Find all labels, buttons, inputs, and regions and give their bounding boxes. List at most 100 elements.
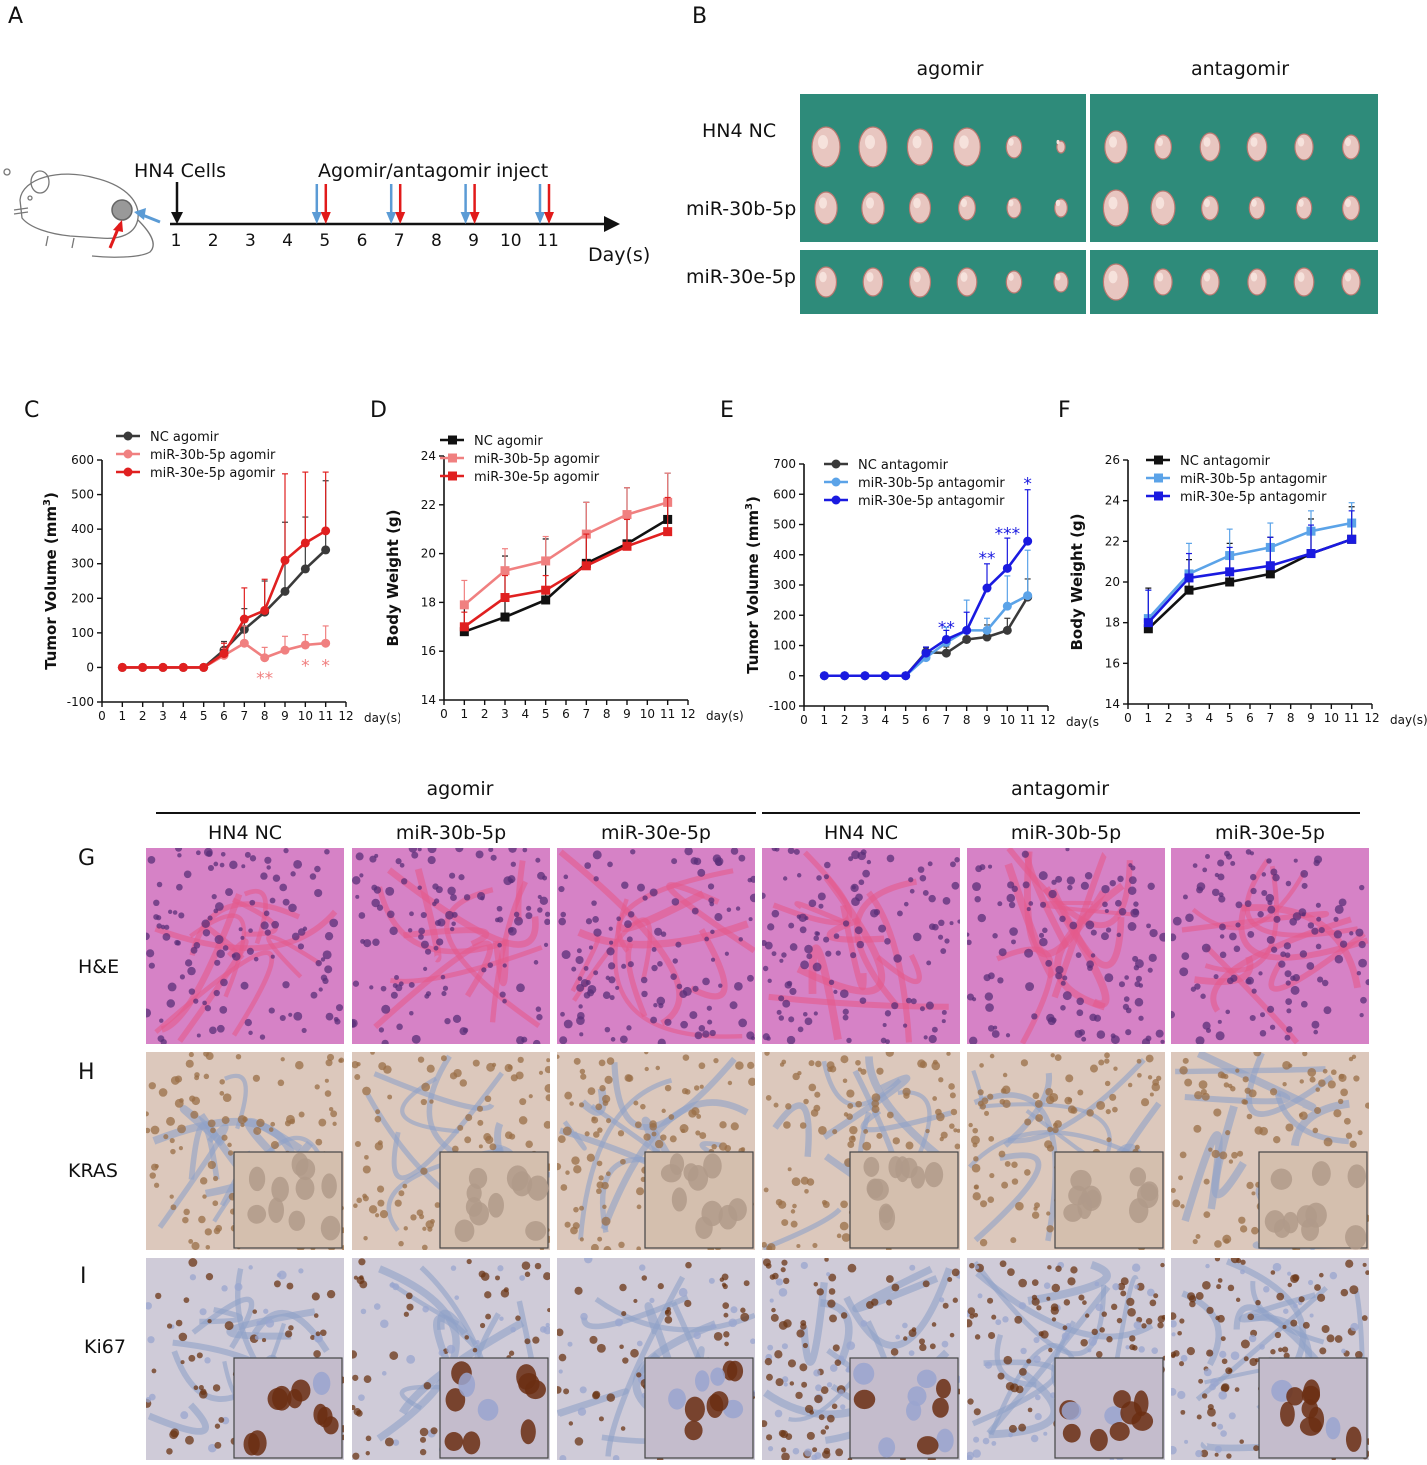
y-tick-label: 600 [773, 487, 796, 501]
tumor-specimen [908, 266, 932, 298]
legend-label: NC antagomir [858, 458, 949, 473]
tumor-specimen [814, 191, 838, 225]
data-point [1306, 549, 1316, 559]
legend-marker [123, 449, 133, 459]
x-tick-label: 9 [1307, 711, 1315, 725]
panel-label-e: E [720, 398, 734, 423]
significance-label: ** [979, 549, 996, 569]
x-tick-label: 1 [119, 709, 127, 723]
tumor-specimen [1102, 263, 1130, 301]
y-tick-label: 20 [421, 547, 436, 561]
x-tick-label: 11 [318, 709, 333, 723]
panel-label-f: F [1058, 398, 1071, 423]
legend-marker [448, 435, 457, 445]
tumor-specimen [958, 195, 977, 221]
legend-label: miR-30b-5p agomir [474, 452, 600, 467]
tumor-specimen [1150, 190, 1176, 226]
data-point [321, 526, 331, 536]
he-stain-image [762, 848, 960, 1044]
column-label: HN4 NC [207, 822, 283, 844]
legend-label: miR-30e-5p agomir [474, 470, 600, 485]
x-tick-label: 6 [922, 713, 930, 727]
x-tick-label: 2 [841, 713, 849, 727]
group-line-agomir [156, 812, 756, 814]
data-point [1184, 573, 1194, 583]
day-tick-label: 8 [431, 231, 442, 251]
row-label-mir-30e: miR-30e-5p [686, 266, 796, 288]
tumor-specimen [1200, 268, 1220, 296]
series-line [463, 518, 669, 633]
x-tick-label: 1 [821, 713, 829, 727]
data-point [860, 671, 870, 681]
legend-label: NC antagomir [1180, 454, 1271, 469]
data-point [962, 625, 972, 635]
data-point [500, 593, 510, 603]
x-tick-label: 10 [1000, 713, 1015, 727]
tumor-specimen [1342, 195, 1361, 221]
x-tick-label: 5 [542, 707, 550, 721]
data-point [982, 632, 992, 642]
x-tick-label: 11 [1344, 711, 1359, 725]
x-tick-label: 0 [98, 709, 106, 723]
data-point [1265, 569, 1275, 579]
data-point [581, 561, 591, 571]
panel-label-c: C [24, 398, 40, 423]
legend-label: NC agomir [474, 434, 543, 449]
data-point [1002, 601, 1012, 611]
y-axis-label: Tumor Volume (mm3) [42, 492, 60, 670]
y-tick-label: 0 [788, 669, 796, 683]
y-tick-label: 18 [421, 595, 436, 609]
x-tick-label: 5 [1226, 711, 1234, 725]
x-tick-label: 7 [583, 707, 591, 721]
col-label-agomir: agomir [916, 58, 984, 80]
y-tick-label: 18 [1105, 616, 1120, 630]
x-tick-label: 8 [1287, 711, 1295, 725]
data-point [1184, 585, 1194, 595]
ki67-ihc-image [967, 1258, 1165, 1460]
y-tick-label: 200 [773, 608, 796, 622]
x-axis-label: day(s) [1066, 715, 1100, 729]
data-point [622, 510, 632, 520]
tumor-specimen [1005, 135, 1023, 159]
x-tick-label: 2 [1165, 711, 1173, 725]
tumor-specimen [1056, 140, 1066, 154]
y-tick-label: -100 [67, 695, 94, 709]
data-point [239, 614, 249, 624]
column-label: miR-30e-5p [601, 822, 711, 844]
x-tick-label: 7 [943, 713, 951, 727]
series-line [1147, 538, 1353, 624]
x-tick-label: 2 [481, 707, 489, 721]
data-point [459, 627, 469, 637]
legend-marker [1154, 491, 1163, 501]
data-point [880, 671, 890, 681]
kras-ihc-image [762, 1052, 960, 1250]
tumor-photo [1090, 174, 1378, 242]
row-label-he: H&E [78, 956, 120, 978]
data-point [321, 545, 331, 555]
data-point [1225, 577, 1235, 587]
x-axis-label: day(s) [706, 709, 744, 723]
data-point [500, 566, 510, 576]
day-tick-label: 4 [282, 231, 293, 251]
x-axis-label: day(s) [1390, 713, 1427, 727]
he-stain-image [146, 848, 344, 1044]
x-tick-label: 8 [963, 713, 971, 727]
ki67-ihc-image [146, 1258, 344, 1460]
data-point [1143, 624, 1153, 634]
ki67-ihc-image [1171, 1258, 1369, 1460]
x-tick-label: 12 [680, 707, 695, 721]
data-point [840, 671, 850, 681]
data-point [941, 634, 951, 644]
group-line-antagomir [762, 812, 1360, 814]
tumor-specimen [1341, 268, 1361, 296]
tumor-specimen [1153, 268, 1173, 296]
x-tick-label: 9 [623, 707, 631, 721]
panel-label-g: G [78, 846, 96, 871]
panel-label-h: H [78, 1060, 95, 1085]
data-point [921, 648, 931, 658]
data-point [1023, 591, 1033, 601]
x-tick-label: 0 [1124, 711, 1132, 725]
legend-label: miR-30b-5p agomir [150, 448, 276, 463]
